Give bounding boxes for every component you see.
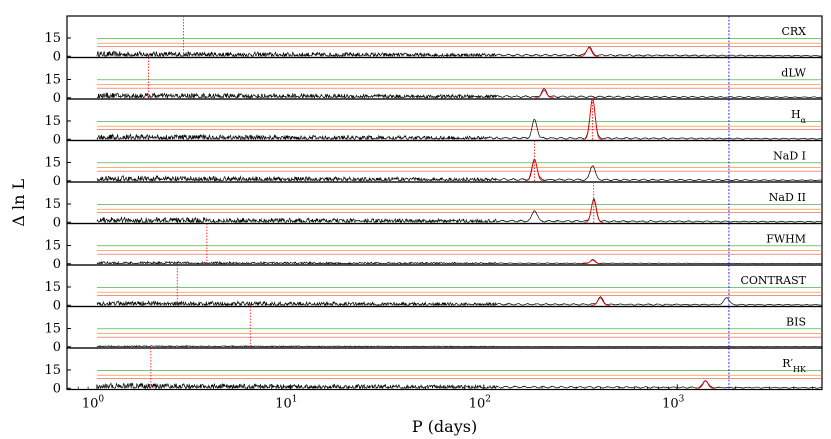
- y-tick-label: 0: [53, 91, 61, 106]
- y-tick-label: 15: [44, 72, 61, 87]
- y-tick-label: 15: [44, 321, 61, 336]
- panel-label: NaD II: [769, 191, 806, 204]
- periodogram-line: [96, 344, 823, 348]
- panel-frame: [66, 181, 823, 225]
- panel-frame: [66, 98, 823, 142]
- y-tick-label: 0: [53, 340, 61, 355]
- panel-label: NaD I: [773, 150, 806, 163]
- y-tick-label: 0: [53, 298, 61, 313]
- panel-label: Hα: [791, 108, 807, 125]
- periodogram-line: [96, 380, 823, 390]
- fit-curve: [534, 90, 554, 99]
- periodogram-line: [96, 46, 823, 58]
- panel-label: CRX: [781, 25, 806, 38]
- y-tick-label: 0: [53, 257, 61, 272]
- fit-curve: [582, 259, 603, 265]
- x-axis-label: P (days): [412, 417, 477, 436]
- y-tick-label: 15: [44, 155, 61, 170]
- fit-curve: [590, 297, 610, 306]
- panel-h: 0 15 Hα: [44, 98, 823, 147]
- periodogram-line: [96, 88, 823, 100]
- panel-label: dLW: [781, 67, 806, 80]
- fit-curve: [524, 159, 545, 182]
- panel-r-: 0 15 R′HK: [44, 347, 823, 396]
- y-tick-label: 15: [44, 197, 61, 212]
- panel-frame: [66, 305, 823, 349]
- x-tick-label: 100: [82, 395, 105, 412]
- panel-frame: [66, 56, 823, 100]
- y-tick-label: 15: [44, 280, 61, 295]
- panel-label: FWHM: [766, 233, 806, 246]
- panel-label: R′HK: [782, 357, 807, 374]
- periodogram-line: [96, 296, 823, 307]
- y-tick-label: 0: [53, 215, 61, 230]
- periodogram-line: [96, 259, 823, 266]
- panel-label: CONTRAST: [741, 274, 807, 287]
- fit-curve: [695, 380, 716, 389]
- panel-frame: [66, 347, 823, 391]
- panel-frame: [66, 15, 823, 59]
- periodogram-line: [96, 98, 823, 141]
- panel-frame: [66, 139, 823, 183]
- y-tick-label: 15: [44, 238, 61, 253]
- periodogram-line: [96, 158, 823, 183]
- fit-curve: [579, 47, 599, 57]
- x-tick-label: 103: [662, 395, 685, 412]
- x-tick-label: 102: [469, 395, 491, 412]
- panel-label: BIS: [786, 316, 806, 329]
- periodogram-line: [96, 198, 823, 224]
- y-tick-label: 0: [53, 49, 61, 64]
- y-tick-label: 0: [53, 381, 61, 396]
- y-tick-label: 0: [53, 132, 61, 147]
- y-tick-label: 0: [53, 174, 61, 189]
- y-axis-label: Δ ln L: [9, 178, 28, 226]
- y-tick-label: 15: [44, 114, 61, 129]
- y-tick-label: 15: [44, 363, 61, 378]
- panel-frame: [66, 264, 823, 308]
- panel-frame: [66, 222, 823, 266]
- y-tick-label: 15: [44, 31, 61, 46]
- x-tick-label: 101: [275, 395, 297, 412]
- panel-contrast: 0 15 CONTRAST: [44, 264, 823, 313]
